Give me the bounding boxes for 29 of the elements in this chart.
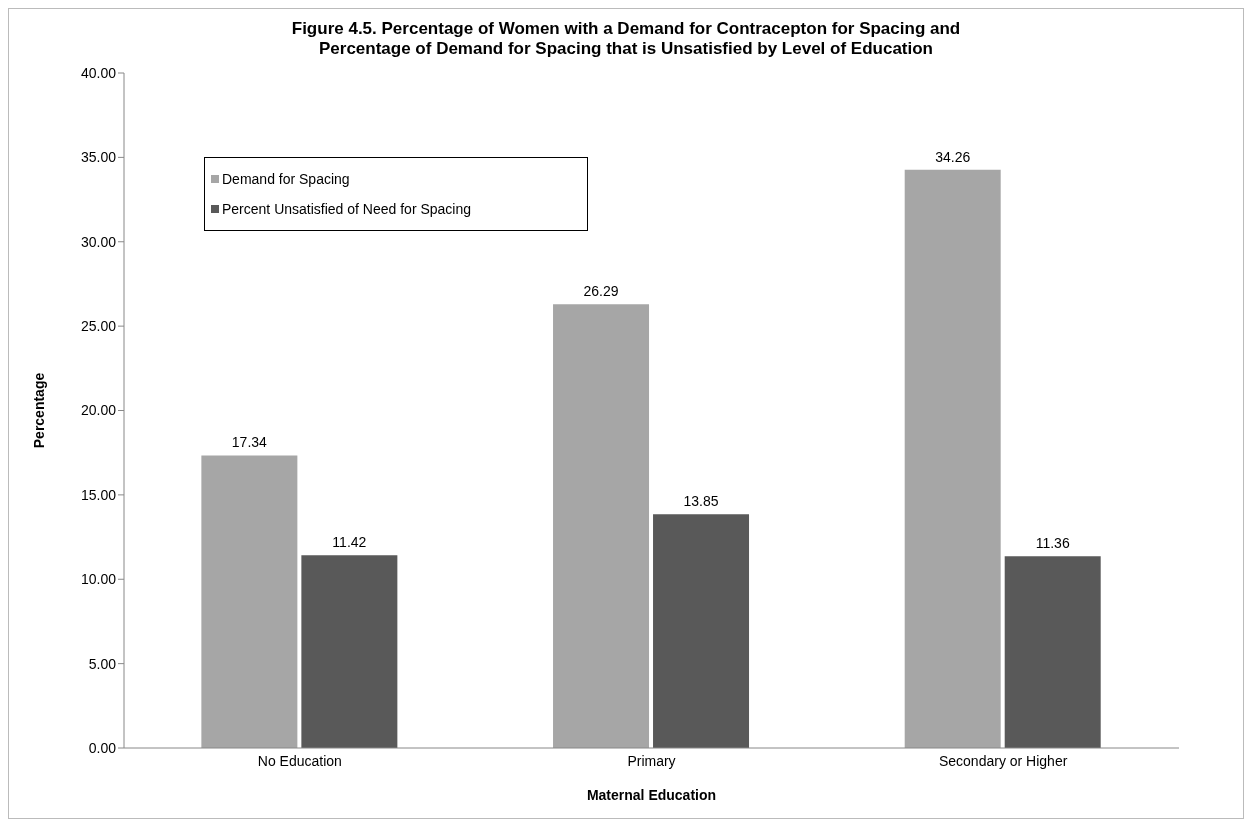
y-tick-label: 40.00 xyxy=(80,64,117,81)
bar xyxy=(1004,556,1101,748)
bar xyxy=(653,514,750,748)
chart-title: Figure 4.5. Percentage of Women with a Demand for Contracepton for Spacing and Percentage of Demand for Spacing that is Unsatisfied by Level of Education xyxy=(290,18,962,60)
y-tick-label: 35.00 xyxy=(80,149,117,166)
data-label: 34.26 xyxy=(935,148,971,165)
y-tick-label: 20.00 xyxy=(80,402,117,419)
y-tick-label: 0.00 xyxy=(88,739,117,756)
data-label: 11.42 xyxy=(332,534,367,551)
y-axis-title: Percentage xyxy=(30,372,47,449)
y-tick-label: 25.00 xyxy=(80,318,117,335)
data-label: 17.34 xyxy=(231,434,268,451)
x-tick-label: Primary xyxy=(627,752,676,769)
legend-label: Demand for Spacing xyxy=(222,171,350,187)
bar xyxy=(301,555,398,748)
x-tick-label: Secondary or Higher xyxy=(938,752,1068,769)
data-label: 13.85 xyxy=(683,493,719,510)
y-tick-label: 5.00 xyxy=(88,655,117,672)
bar xyxy=(201,455,298,748)
y-tick-label: 30.00 xyxy=(80,233,117,250)
data-label: 26.29 xyxy=(583,283,619,300)
y-tick-label: 15.00 xyxy=(80,486,117,503)
bar xyxy=(904,169,1001,748)
data-label: 11.36 xyxy=(1035,535,1070,552)
y-tick-label: 10.00 xyxy=(80,571,117,588)
x-axis-title: Maternal Education xyxy=(586,787,717,803)
x-tick-label: No Education xyxy=(257,752,342,769)
legend-label: Percent Unsatisfied of Need for Spacing xyxy=(222,201,472,217)
bar xyxy=(553,304,650,748)
